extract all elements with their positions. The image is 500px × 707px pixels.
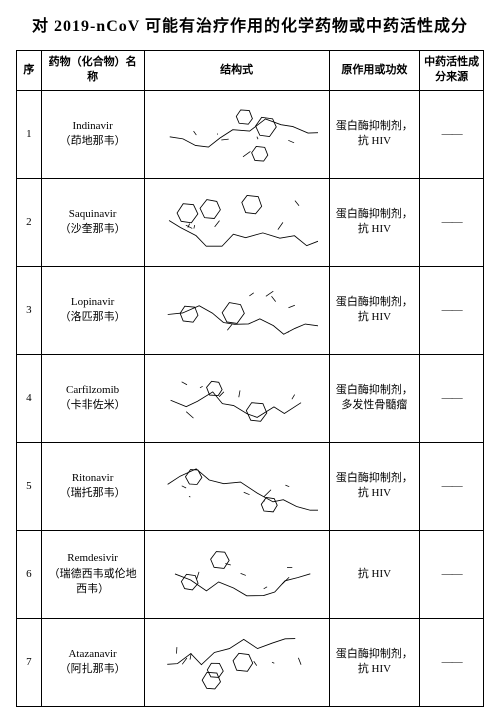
drug-name-cn: （瑞托那韦） (44, 486, 142, 501)
drug-name-en: Carfilzomib (44, 383, 142, 398)
structure-diagram (147, 362, 327, 434)
cell-source: —— (420, 442, 484, 530)
structure-diagram (147, 450, 327, 522)
cell-structure (144, 90, 329, 178)
cell-name: Lopinavir（洛匹那韦） (41, 266, 144, 354)
cell-structure (144, 442, 329, 530)
table-row: 6Remdesivir（瑞德西韦或伦地西韦） 抗 HIV—— (17, 530, 484, 618)
table-row: 2Saquinavir（沙奎那韦） 蛋白酶抑制剂，抗 HIV—— (17, 178, 484, 266)
structure-diagram (147, 626, 327, 698)
cell-source: —— (420, 530, 484, 618)
cell-source: —— (420, 178, 484, 266)
cell-effect: 蛋白酶抑制剂，抗 HIV (329, 90, 420, 178)
col-header-seq: 序 (17, 51, 42, 91)
cell-effect: 蛋白酶抑制剂，抗 HIV (329, 618, 420, 706)
table-row: 1Indinavir（茚地那韦） 蛋白酶抑制剂，抗 HIV—— (17, 90, 484, 178)
cell-name: Indinavir（茚地那韦） (41, 90, 144, 178)
cell-structure (144, 178, 329, 266)
cell-effect: 蛋白酶抑制剂，抗 HIV (329, 442, 420, 530)
cell-name: Carfilzomib（卡非佐米） (41, 354, 144, 442)
drug-name-cn: （茚地那韦） (44, 134, 142, 149)
cell-name: Ritonavir（瑞托那韦） (41, 442, 144, 530)
drug-name-en: Ritonavir (44, 471, 142, 486)
cell-seq: 2 (17, 178, 42, 266)
drug-name-cn: （瑞德西韦或伦地西韦） (44, 567, 142, 598)
table-row: 7Atazanavir（阿扎那韦） 蛋白酶抑制剂，抗 HIV—— (17, 618, 484, 706)
drug-name-cn: （卡非佐米） (44, 398, 142, 413)
drug-name-en: Indinavir (44, 119, 142, 134)
structure-diagram (147, 538, 327, 610)
cell-structure (144, 354, 329, 442)
drug-name-en: Saquinavir (44, 207, 142, 222)
cell-name: Saquinavir（沙奎那韦） (41, 178, 144, 266)
cell-source: —— (420, 90, 484, 178)
drug-name-cn: （沙奎那韦） (44, 222, 142, 237)
table-header-row: 序 药物（化合物）名称 结构式 原作用或功效 中药活性成分来源 (17, 51, 484, 91)
table-row: 5Ritonavir（瑞托那韦） 蛋白酶抑制剂，抗 HIV—— (17, 442, 484, 530)
cell-source: —— (420, 266, 484, 354)
drug-name-cn: （洛匹那韦） (44, 310, 142, 325)
col-header-structure: 结构式 (144, 51, 329, 91)
structure-diagram (147, 274, 327, 346)
cell-structure (144, 530, 329, 618)
col-header-name: 药物（化合物）名称 (41, 51, 144, 91)
cell-structure (144, 618, 329, 706)
cell-effect: 抗 HIV (329, 530, 420, 618)
cell-source: —— (420, 618, 484, 706)
page-title: 对 2019-nCoV 可能有治疗作用的化学药物或中药活性成分 (16, 12, 484, 36)
structure-diagram (147, 98, 327, 170)
structure-diagram (147, 186, 327, 258)
drug-table: 序 药物（化合物）名称 结构式 原作用或功效 中药活性成分来源 1Indinav… (16, 50, 484, 707)
cell-name: Atazanavir（阿扎那韦） (41, 618, 144, 706)
drug-name-en: Atazanavir (44, 647, 142, 662)
cell-seq: 7 (17, 618, 42, 706)
cell-structure (144, 266, 329, 354)
table-row: 3Lopinavir（洛匹那韦） 蛋白酶抑制剂，抗 HIV—— (17, 266, 484, 354)
table-row: 4Carfilzomib（卡非佐米） 蛋白酶抑制剂，多发性骨髓瘤—— (17, 354, 484, 442)
cell-effect: 蛋白酶抑制剂，抗 HIV (329, 178, 420, 266)
cell-seq: 4 (17, 354, 42, 442)
drug-name-en: Remdesivir (44, 551, 142, 566)
cell-seq: 5 (17, 442, 42, 530)
cell-source: —— (420, 354, 484, 442)
cell-name: Remdesivir（瑞德西韦或伦地西韦） (41, 530, 144, 618)
drug-name-en: Lopinavir (44, 295, 142, 310)
cell-seq: 1 (17, 90, 42, 178)
cell-seq: 3 (17, 266, 42, 354)
cell-seq: 6 (17, 530, 42, 618)
drug-name-cn: （阿扎那韦） (44, 662, 142, 677)
cell-effect: 蛋白酶抑制剂，多发性骨髓瘤 (329, 354, 420, 442)
cell-effect: 蛋白酶抑制剂，抗 HIV (329, 266, 420, 354)
col-header-effect: 原作用或功效 (329, 51, 420, 91)
col-header-source: 中药活性成分来源 (420, 51, 484, 91)
